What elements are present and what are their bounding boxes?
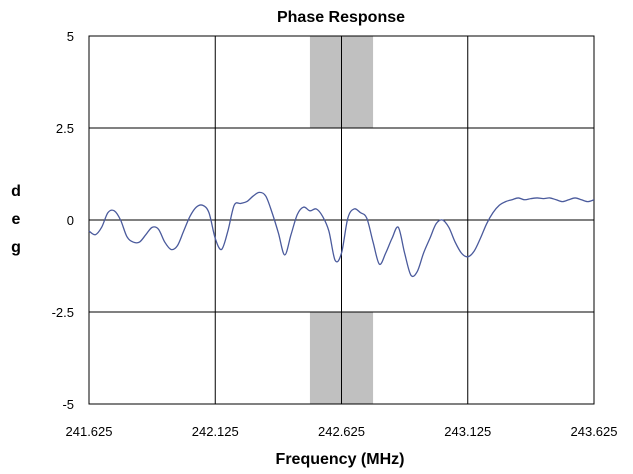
x-tick-label: 243.625	[571, 424, 618, 439]
y-tick-label: 5	[67, 29, 74, 44]
series-layer	[88, 191, 595, 278]
x-tick-label: 243.125	[444, 424, 491, 439]
x-tick-label: 241.625	[66, 424, 113, 439]
grid-lines	[88, 35, 595, 405]
y-tick-label: -5	[62, 397, 74, 412]
x-tick-label: 242.125	[192, 424, 239, 439]
x-axis-title: Frequency (MHz)	[276, 451, 405, 468]
x-tick-labels: 241.625 242.125 242.625 243.125 243.625	[66, 424, 618, 439]
series-line-0	[88, 191, 595, 278]
y-tick-label: -2.5	[52, 305, 74, 320]
y-tick-labels: 5 2.5 0 -2.5 -5	[52, 29, 74, 412]
chart-title: Phase Response	[277, 9, 405, 26]
plot-area-border	[88, 35, 595, 405]
y-tick-label: 2.5	[56, 121, 74, 136]
y-tick-label: 0	[67, 213, 74, 228]
x-tick-label: 242.625	[318, 424, 365, 439]
